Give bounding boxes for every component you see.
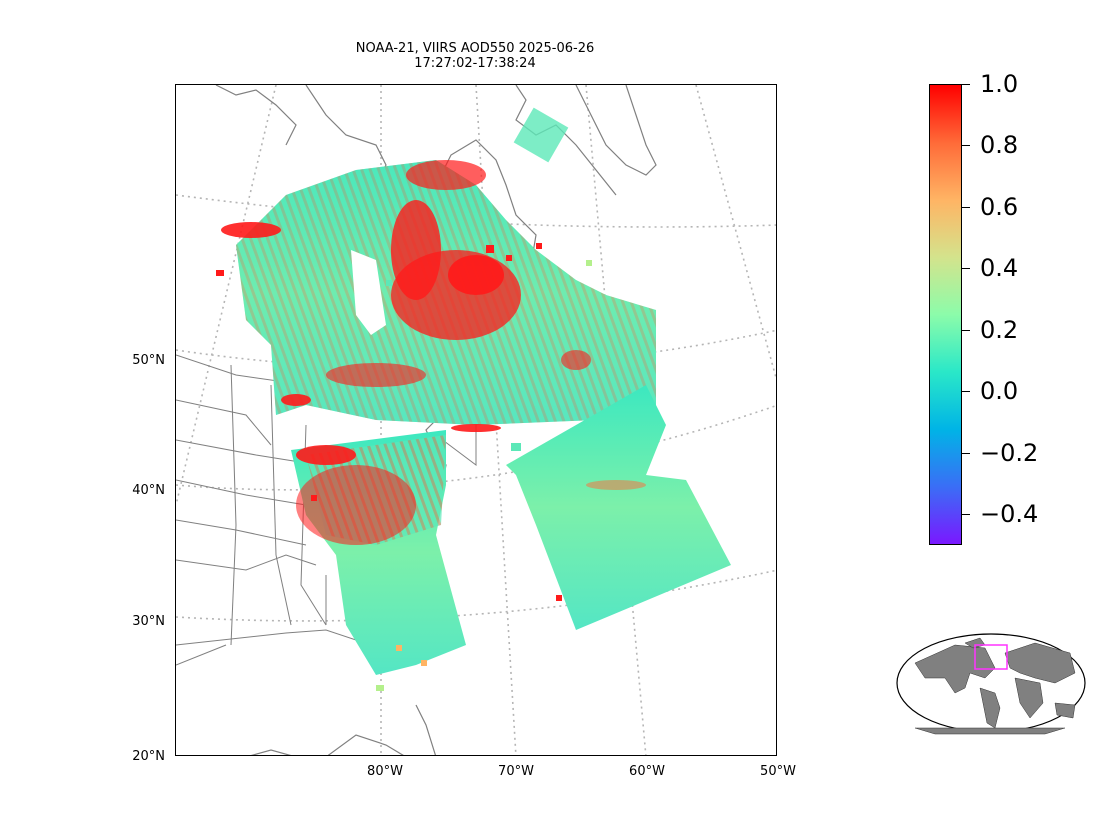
colorbar-tick [962, 268, 970, 270]
lat-label-40n: 40°N [132, 483, 165, 498]
colorbar-tick [962, 514, 970, 516]
map-title-line1: NOAA-21, VIIRS AOD550 2025-06-26 [355, 41, 595, 56]
inset-extent-box [974, 644, 1008, 670]
lon-label-50w: 50°W [760, 764, 796, 779]
colorbar-tick-label: 0.8 [980, 131, 1019, 160]
colorbar-tick [962, 329, 970, 331]
map-title-line2: 17:27:02-17:38:24 [414, 56, 536, 71]
scattered-pixels [216, 107, 592, 691]
smoke-plumes [221, 160, 646, 601]
colorbar-tick-label: 0.0 [980, 377, 1019, 406]
map-panel[interactable] [175, 84, 777, 756]
colorbar-tick-label: 0.2 [980, 315, 1019, 344]
aod-swaths [236, 160, 731, 675]
colorbar-tick-label: 0.4 [980, 254, 1019, 283]
colorbar-tick [962, 84, 970, 85]
colorbar-tick-label: −0.4 [980, 500, 1039, 529]
colorbar-tick-label: 1.0 [980, 70, 1019, 98]
colorbar-tick-label: −0.2 [980, 438, 1039, 467]
colorbar [929, 84, 962, 545]
colorbar-tick [962, 206, 970, 208]
colorbar-tick-label: 0.6 [980, 192, 1019, 221]
colorbar-tick [962, 145, 970, 147]
lon-label-70w: 70°W [498, 764, 534, 779]
lat-label-20n: 20°N [132, 749, 165, 764]
lat-label-50n: 50°N [132, 353, 165, 368]
map-canvas [176, 85, 776, 755]
lon-label-60w: 60°W [629, 764, 665, 779]
world-inset-map [896, 633, 1086, 735]
colorbar-tick [962, 391, 970, 393]
lat-label-30n: 30°N [132, 614, 165, 629]
lon-label-80w: 80°W [367, 764, 403, 779]
colorbar-tick [962, 452, 970, 454]
